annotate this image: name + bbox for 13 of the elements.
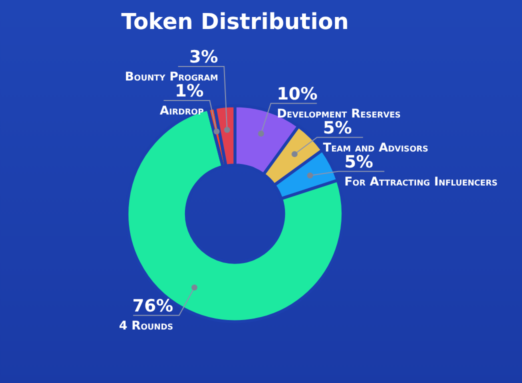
slice-label: Airdrop xyxy=(160,103,204,118)
chart-title: Token Distribution xyxy=(121,10,349,35)
data-label: 10% xyxy=(276,84,318,104)
data-label: 3% xyxy=(189,47,218,68)
data-label: 1% xyxy=(174,81,204,102)
slice-label: For Attracting Influencers xyxy=(344,174,498,188)
slice-label: Development Reserves xyxy=(276,106,401,120)
data-label: 5% xyxy=(323,118,352,138)
data-label: 5% xyxy=(344,152,374,172)
slice-label: Team and Advisors xyxy=(323,140,429,154)
data-label: 76% xyxy=(132,296,174,316)
slice-label: Bounty Program xyxy=(124,69,218,84)
slice-label: 4 Rounds xyxy=(118,318,174,332)
